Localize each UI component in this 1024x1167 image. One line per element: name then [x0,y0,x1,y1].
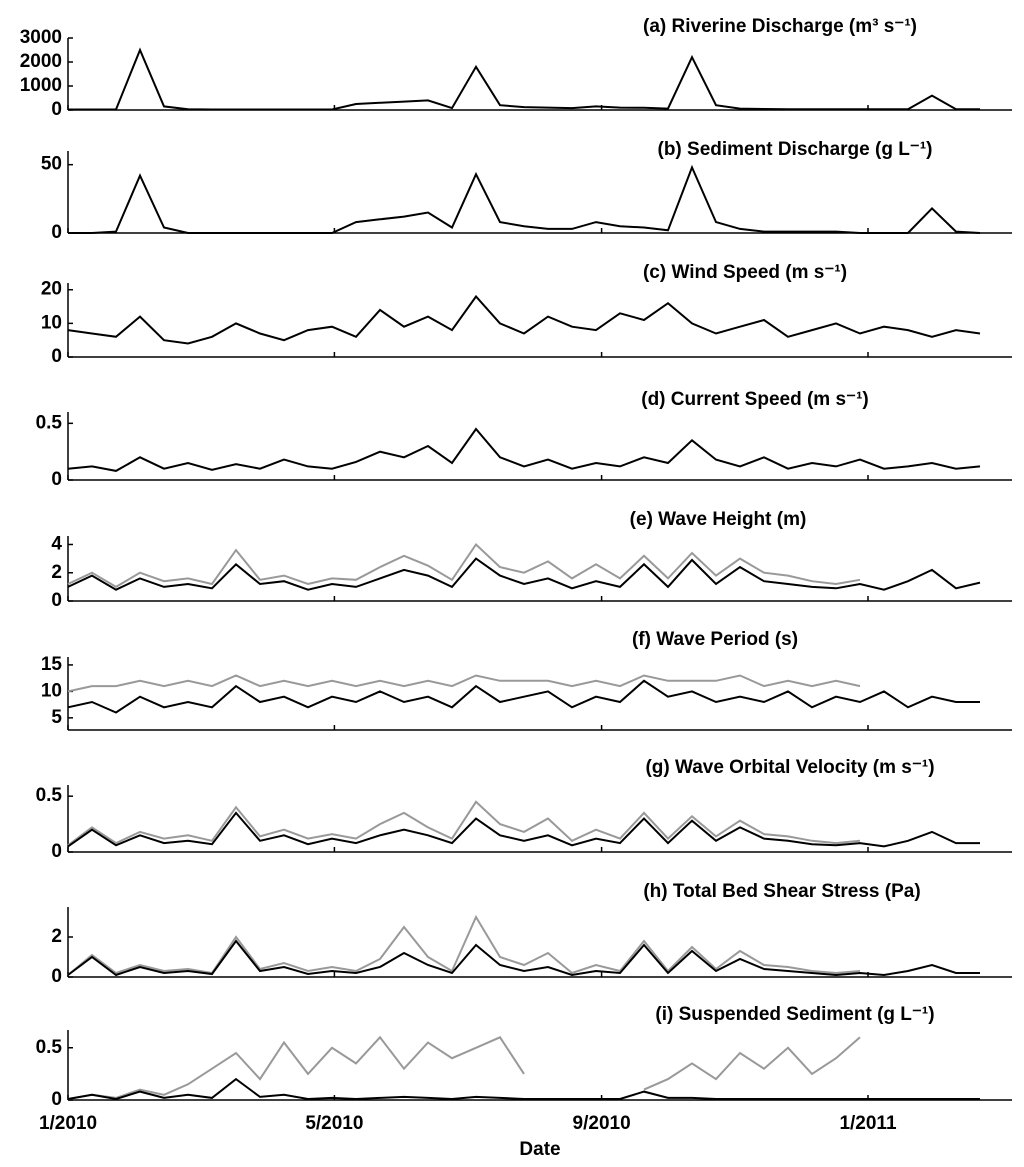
x-tick-label: 9/2010 [573,1113,631,1134]
y-tick-label: 0 [51,222,62,243]
series-line [67,939,980,977]
y-tick-label: 2 [51,926,62,947]
panel-title: (g) Wave Orbital Velocity (m s⁻¹) [645,757,934,778]
y-tick-label: 4 [51,533,62,554]
y-tick-label: 5 [51,707,62,728]
series-line [67,811,980,848]
y-tick-label: 1000 [20,75,62,96]
y-tick-label: 0 [51,469,62,490]
x-tick-label: 1/2010 [39,1113,97,1134]
panel-title: (a) Riverine Discharge (m³ s⁻¹) [643,16,917,37]
series-line [68,47,980,111]
y-tick-label: 10 [41,312,62,333]
y-tick-label: 20 [41,279,62,300]
y-tick-label: 0 [51,590,62,611]
series-line [67,557,981,591]
y-tick-label: 0.5 [36,785,63,806]
series-line [67,914,861,976]
series-line [67,679,980,714]
panel-title: (h) Total Bed Shear Stress (Pa) [643,881,920,902]
series-line [67,542,861,589]
series-line [67,800,861,847]
series-line [67,1077,980,1101]
y-tick-label: 2 [51,562,62,583]
y-tick-label: 10 [41,680,62,701]
series-line [67,674,861,693]
y-tick-label: 0 [51,841,62,862]
y-tick-label: 0 [51,1089,62,1110]
panel-title: (e) Wave Height (m) [630,509,807,530]
series-line [68,164,981,234]
x-tick-label: 1/2011 [839,1113,896,1134]
y-tick-label: 0 [51,346,62,367]
panel-title: (f) Wave Period (s) [632,629,798,650]
x-tick-label: 5/2010 [305,1113,363,1134]
y-tick-label: 50 [41,154,62,175]
y-tick-label: 0 [51,966,62,987]
y-tick-label: 2000 [20,51,62,72]
panel-title: (i) Suspended Sediment (g L⁻¹) [655,1004,934,1025]
panel-title: (d) Current Speed (m s⁻¹) [641,389,868,410]
y-tick-label: 0.5 [36,412,63,433]
y-tick-label: 3000 [20,27,62,48]
series-line [67,427,981,472]
series-line [67,1035,525,1100]
series-line [67,294,981,345]
series-line [643,1036,861,1091]
y-tick-label: 0 [51,99,62,120]
y-tick-label: 0.5 [36,1037,63,1058]
panel-title: (c) Wind Speed (m s⁻¹) [643,262,847,283]
x-axis-label: Date [519,1139,560,1160]
y-tick-label: 15 [41,654,63,675]
panel-title: (b) Sediment Discharge (g L⁻¹) [658,139,933,160]
